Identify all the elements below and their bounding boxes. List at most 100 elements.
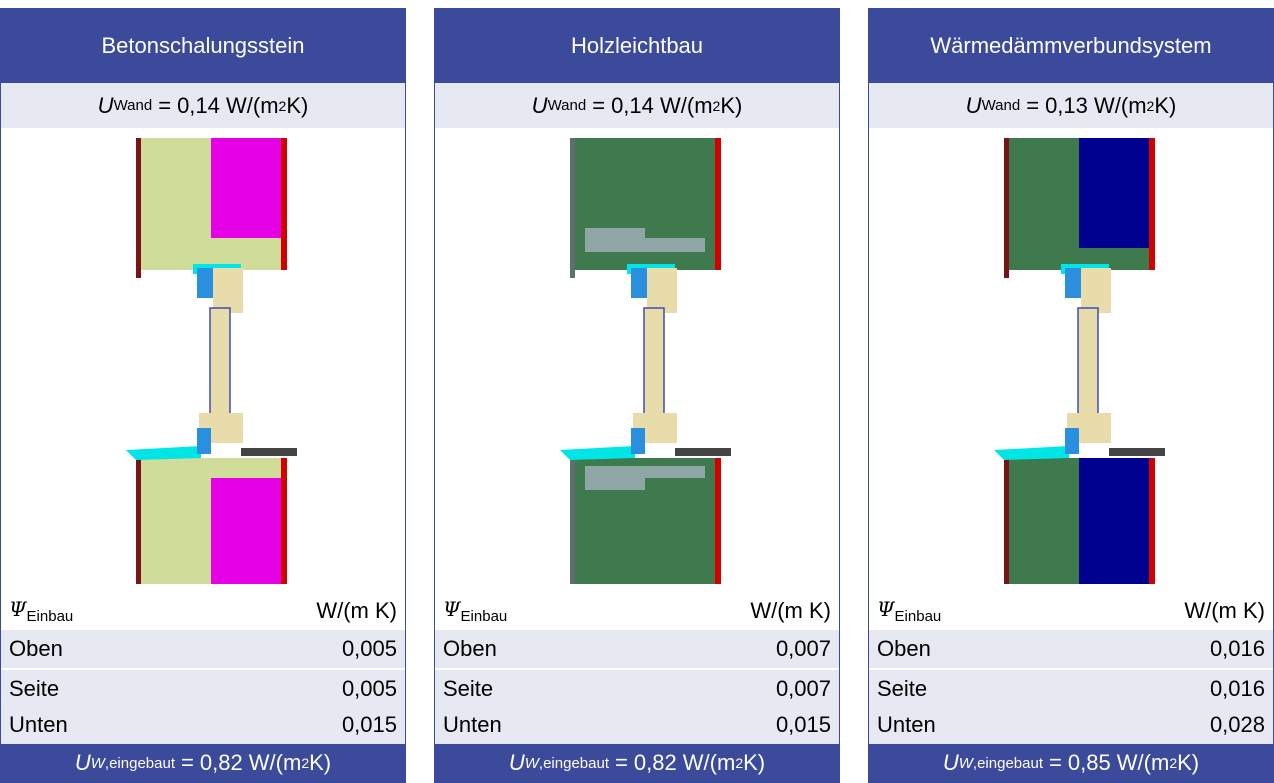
row-label: Oben xyxy=(877,636,931,661)
row-oben: Oben 0,005 xyxy=(1,630,405,668)
upper-insulation xyxy=(645,138,715,238)
row-label: Seite xyxy=(877,676,928,701)
panel-holzleichtbau: Holzleichtbau U Wand = 0,14 W/(m 2 K) ΨEin… xyxy=(434,8,840,783)
equals-sign: = xyxy=(1049,750,1062,775)
row-value: 0,007 xyxy=(775,676,831,701)
row-seite: Seite 0,007 xyxy=(435,670,839,708)
u-w-unit-end: K) xyxy=(1177,750,1200,775)
u-w-superscript: 2 xyxy=(735,755,744,771)
u-wand-number: 0,14 W/(m xyxy=(177,92,279,118)
u-w-eingebaut: U W,eingebaut = 0,82 W/(m 2 K) xyxy=(435,744,839,782)
lower-inner-layer xyxy=(1004,454,1009,584)
panel-title: Betonschalungsstein xyxy=(1,9,405,83)
psi-unit: W/(m K) xyxy=(1184,598,1265,623)
lower-frame-blue xyxy=(1065,428,1079,454)
lower-insulation xyxy=(211,478,281,584)
row-value: 0,007 xyxy=(775,636,831,661)
u-subscript: W,eingebaut xyxy=(958,754,1043,772)
u-symbol: U xyxy=(531,92,548,118)
upper-frame-blue xyxy=(197,268,213,298)
u-wand-superscript: 2 xyxy=(278,97,287,114)
cross-section-svg xyxy=(560,138,731,584)
equals-sign: = xyxy=(1026,92,1040,118)
cross-section-svg xyxy=(126,138,297,584)
window-sill-outer xyxy=(675,448,731,456)
cross-section-svg xyxy=(994,138,1165,584)
window-sill-inner xyxy=(560,446,635,460)
cross-section-drawing xyxy=(1,128,405,596)
lower-frame-blue xyxy=(631,428,645,454)
row-oben: Oben 0,016 xyxy=(869,630,1273,668)
equals-sign: = xyxy=(615,750,628,775)
panel-title: Holzleichtbau xyxy=(435,9,839,83)
psi-symbol: ΨEinbau xyxy=(877,597,942,625)
row-oben: Oben 0,007 xyxy=(435,630,839,668)
row-label: Unten xyxy=(443,712,502,737)
psi-header-row: ΨEinbau W/(m K) xyxy=(869,592,1273,630)
u-subscript: W,eingebaut xyxy=(524,754,609,772)
upper-inner-layer xyxy=(1004,138,1009,278)
panel-title: Wärmedämmverbundsystem xyxy=(869,9,1273,83)
psi-header-row: ΨEinbau W/(m K) xyxy=(1,592,405,630)
row-label: Unten xyxy=(9,712,68,737)
upper-frame-blue xyxy=(631,268,647,298)
glazing xyxy=(209,307,231,419)
lower-outer-layer xyxy=(715,458,721,584)
psi-symbol: ΨEinbau xyxy=(9,597,74,625)
u-symbol: U xyxy=(97,92,114,118)
lower-insulation xyxy=(645,478,715,584)
row-value: 0,016 xyxy=(1209,676,1265,701)
row-unten: Unten 0,028 xyxy=(869,706,1273,744)
row-value: 0,005 xyxy=(341,636,397,661)
upper-frame-wood xyxy=(213,268,243,313)
u-subscript: Wand xyxy=(113,97,153,114)
u-wand-number: 0,14 W/(m xyxy=(611,92,713,118)
glazing xyxy=(1077,307,1099,419)
cross-section-drawing xyxy=(869,128,1273,596)
window-sill-inner xyxy=(994,446,1069,460)
psi-symbol: ΨEinbau xyxy=(443,597,508,625)
u-wand-superscript: 2 xyxy=(712,97,721,114)
lower-inner-layer xyxy=(570,454,575,584)
u-wand-unit-end: K) xyxy=(286,92,309,118)
row-value: 0,015 xyxy=(775,712,831,737)
u-w-number: 0,85 W/(m xyxy=(1067,750,1170,775)
upper-frame-wood xyxy=(647,268,677,313)
equals-sign: = xyxy=(592,92,606,118)
u-w-superscript: 2 xyxy=(1169,755,1178,771)
u-wand-value: U Wand = 0,14 W/(m 2 K) xyxy=(435,83,839,128)
upper-outer-layer xyxy=(281,138,287,270)
upper-inner-layer xyxy=(570,138,575,278)
psi-header-row: ΨEinbau W/(m K) xyxy=(435,592,839,630)
u-w-unit-end: K) xyxy=(743,750,766,775)
lower-inner-layer xyxy=(136,454,141,584)
upper-inner-layer xyxy=(136,138,141,278)
u-symbol: U xyxy=(942,750,959,775)
row-label: Oben xyxy=(9,636,63,661)
window-sill-outer xyxy=(1109,448,1165,456)
window-sill-outer xyxy=(241,448,297,456)
u-symbol: U xyxy=(965,92,982,118)
lower-outer-layer xyxy=(281,458,287,584)
u-subscript: W,eingebaut xyxy=(90,754,175,772)
u-w-eingebaut: U W,eingebaut = 0,85 W/(m 2 K) xyxy=(869,744,1273,782)
u-symbol: U xyxy=(74,750,91,775)
row-value: 0,005 xyxy=(341,676,397,701)
row-unten: Unten 0,015 xyxy=(1,706,405,744)
panel-betonschalungsstein: Betonschalungsstein U Wand = 0,14 W/(m 2 K… xyxy=(0,8,406,783)
equals-sign: = xyxy=(158,92,172,118)
lower-outer-layer xyxy=(1149,458,1155,584)
equals-sign: = xyxy=(181,750,194,775)
glazing xyxy=(643,307,665,419)
window-sill-inner xyxy=(126,446,201,460)
u-wand-unit-end: K) xyxy=(720,92,743,118)
u-wand-value: U Wand = 0,13 W/(m 2 K) xyxy=(869,83,1273,128)
u-subscript: Wand xyxy=(981,97,1021,114)
row-label: Unten xyxy=(877,712,936,737)
u-symbol: U xyxy=(508,750,525,775)
upper-insulation xyxy=(211,138,281,238)
row-value: 0,028 xyxy=(1209,712,1265,737)
row-seite: Seite 0,005 xyxy=(1,670,405,708)
row-value: 0,015 xyxy=(341,712,397,737)
upper-insulation xyxy=(1079,138,1149,248)
